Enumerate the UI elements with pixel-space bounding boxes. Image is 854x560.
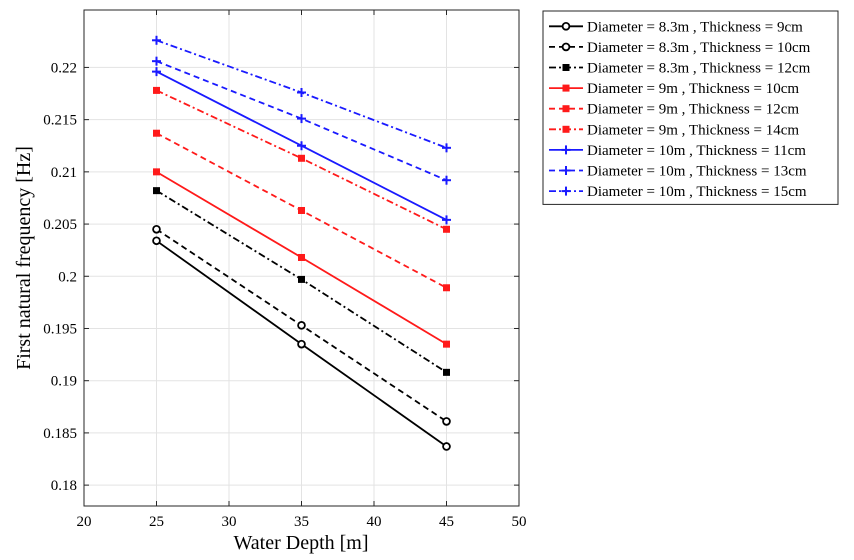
x-tick-label: 30 [222,514,237,530]
x-tick-label: 35 [294,514,309,530]
legend-item: Diameter = 8.3m , Thickness = 10cm [549,40,811,56]
x-tick-label: 20 [77,514,92,530]
data-point [297,339,306,349]
data-point [443,225,450,233]
data-point [297,321,306,330]
series-5 [153,129,450,292]
legend-marker [561,21,571,31]
series-7 [152,67,451,225]
legend: Diameter = 8.3m , Thickness = 9cm Diamete… [542,10,839,205]
legend-marker [562,84,570,92]
legend-item: Diameter = 9m , Thickness = 14cm [549,122,799,138]
data-point [153,187,160,195]
x-tick-label: 40 [367,514,382,530]
legend-item: Diameter = 10m , Thickness = 13cm [549,164,807,180]
legend-item: Diameter = 10m , Thickness = 15cm [549,184,807,200]
y-tick-label: 0.18 [51,478,77,494]
data-point [152,35,161,45]
data-point [442,175,451,185]
series-4 [153,168,450,348]
series-3 [153,187,450,376]
legend-marker [561,166,571,175]
legend-box [542,10,839,205]
data-point [298,154,305,162]
data-point [152,56,161,66]
legend-item: Diameter = 10m , Thickness = 11cm [549,143,806,159]
legend-label: Diameter = 8.3m , Thickness = 12cm [587,61,811,77]
data-point [153,86,160,94]
legend-label: Diameter = 9m , Thickness = 14cm [587,122,799,138]
legend-item: Diameter = 9m , Thickness = 10cm [549,81,799,97]
legend-item: Diameter = 9m , Thickness = 12cm [549,102,799,118]
data-point [443,368,450,376]
series-8 [152,56,451,185]
legend-label: Diameter = 9m , Thickness = 10cm [587,81,799,97]
legend-marker [562,64,570,71]
legend-marker [562,105,570,113]
y-tick-label: 0.21 [51,165,77,181]
y-tick-label: 0.19 [51,374,77,390]
data-point [442,442,451,451]
data-point [297,141,306,151]
x-tick-label: 25 [149,514,164,530]
data-point [297,87,306,97]
y-tick-label: 0.185 [43,426,77,442]
data-point [443,340,450,348]
data-point [298,206,305,214]
data-point [153,168,160,176]
data-point [443,284,450,292]
data-point [298,275,305,283]
legend-item: Diameter = 8.3m , Thickness = 12cm [549,61,811,77]
data-point [297,114,306,124]
legend-label: Diameter = 10m , Thickness = 11cm [587,143,806,159]
series-6 [153,86,450,233]
legend-label: Diameter = 8.3m , Thickness = 9cm [587,19,803,35]
series-1 [152,236,451,451]
y-tick-label: 0.195 [43,321,77,337]
x-tick-label: 50 [512,514,527,530]
legend-marker [562,125,570,133]
series-9 [152,35,451,153]
data-point [152,67,161,77]
y-tick-label: 0.205 [43,217,77,233]
data-point [152,224,161,234]
legend-label: Diameter = 9m , Thickness = 12cm [587,102,799,118]
legend-marker [561,186,571,196]
data-point [298,253,305,261]
data-point [152,236,161,246]
legend-label: Diameter = 10m , Thickness = 15cm [587,184,807,200]
data-point [153,129,160,137]
data-point [442,143,451,153]
data-point [442,215,451,225]
y-tick-label: 0.22 [51,60,77,76]
axes-layer: 20 25 30 35 40 45 50 0.18 0.185 0.19 0.195 0.2 0.205… [43,9,527,530]
y-tick-label: 0.215 [43,113,77,129]
legend-label: Diameter = 10m , Thickness = 13cm [587,164,807,180]
x-axis-label: Water Depth [m] [234,532,369,554]
legend-marker [561,145,571,155]
series-2 [152,224,451,426]
series-layer [152,35,451,451]
legend-label: Diameter = 8.3m , Thickness = 10cm [587,40,811,56]
data-point [442,417,451,426]
x-tick-label: 45 [439,514,454,530]
y-axis-label: First natural frequency [Hz] [13,146,35,370]
legend-marker [561,42,571,52]
legend-item: Diameter = 8.3m , Thickness = 9cm [549,19,803,35]
y-tick-label: 0.2 [58,269,77,285]
